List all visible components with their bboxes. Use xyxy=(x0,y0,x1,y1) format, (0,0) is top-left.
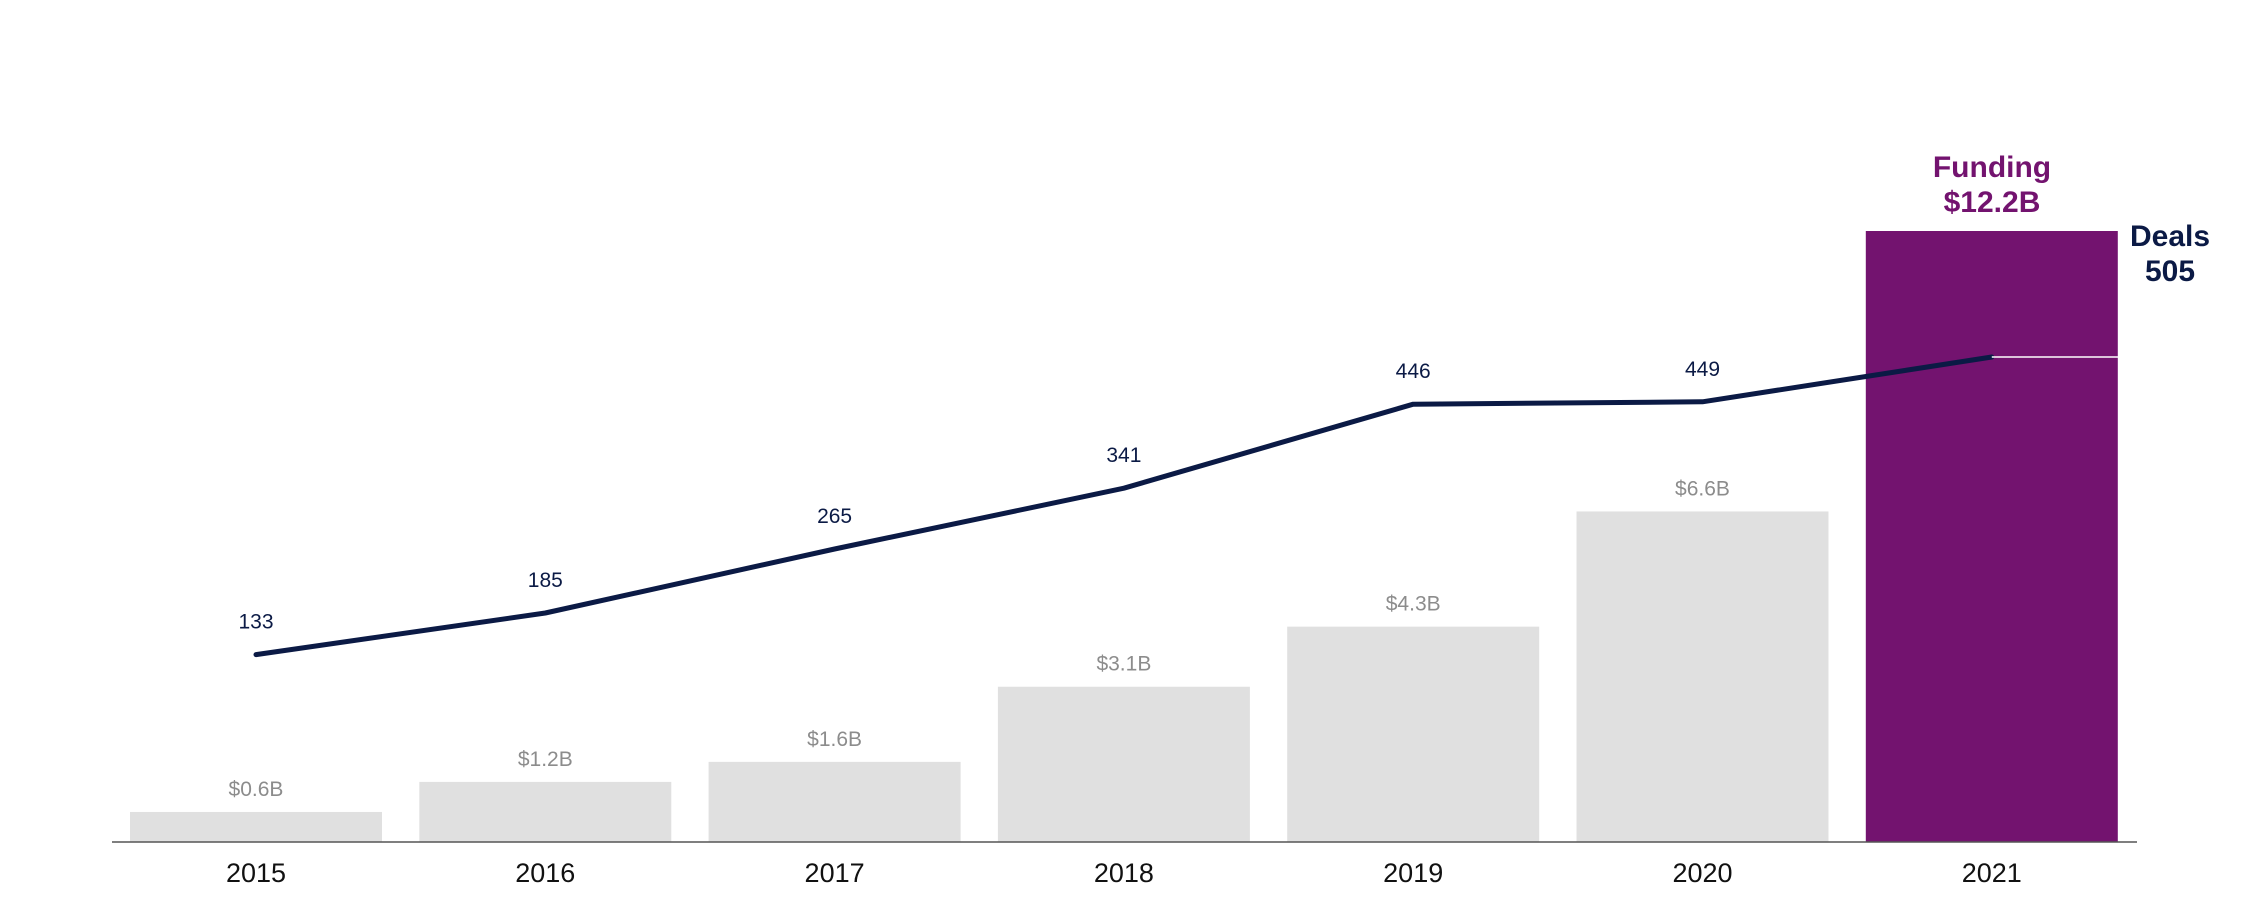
funding-callout-value: $12.2B xyxy=(1944,186,2041,219)
x-tick-label-2020: 2020 xyxy=(1672,858,1732,888)
x-tick-label-2019: 2019 xyxy=(1383,858,1443,888)
deals-point-label-2017: 265 xyxy=(817,505,852,528)
funding-bar-2020 xyxy=(1576,511,1829,842)
deals-line-layer xyxy=(253,354,2118,658)
funding-bar-2018 xyxy=(997,686,1250,842)
deals-callout-value: 505 xyxy=(2145,255,2195,288)
x-tick-label-2015: 2015 xyxy=(226,858,286,888)
funding-bar-2015 xyxy=(130,811,382,842)
deals-point-label-2018: 341 xyxy=(1106,444,1141,467)
funding-bar-label-2017: $1.6B xyxy=(807,728,862,751)
funding-bar-2016 xyxy=(419,781,672,842)
labels-layer: $0.6B $1.2B $1.6B $3.1B $4.3B $6.6B 133 185 265 3… xyxy=(226,358,2022,888)
x-tick-label-2021: 2021 xyxy=(1962,858,2022,888)
funding-bar-label-2019: $4.3B xyxy=(1386,593,1441,616)
deals-point-label-2020: 449 xyxy=(1685,358,1720,381)
funding-bar-label-2015: $0.6B xyxy=(229,778,284,801)
funding-bar-label-2016: $1.2B xyxy=(518,748,573,771)
bars-layer xyxy=(130,231,2118,842)
x-tick-label-2016: 2016 xyxy=(515,858,575,888)
deals-point-label-2019: 446 xyxy=(1396,360,1431,383)
deals-point-label-2016: 185 xyxy=(528,569,563,592)
funding-bar-2019 xyxy=(1287,626,1540,842)
deals-callout-title: Deals xyxy=(2130,220,2210,253)
funding-callout-title: Funding xyxy=(1933,151,2051,184)
funding-bar-2017 xyxy=(708,761,961,842)
deals-line xyxy=(253,354,1995,658)
funding-bar-2021 xyxy=(1865,231,2118,842)
x-tick-label-2017: 2017 xyxy=(805,858,865,888)
funding-callout: Funding $12.2B xyxy=(1933,151,2051,219)
funding-bar-label-2020: $6.6B xyxy=(1675,477,1730,500)
funding-bar-label-2018: $3.1B xyxy=(1096,653,1151,676)
x-tick-label-2018: 2018 xyxy=(1094,858,1154,888)
deals-callout: Deals 505 xyxy=(2130,220,2210,288)
deals-point-label-2015: 133 xyxy=(238,611,273,634)
